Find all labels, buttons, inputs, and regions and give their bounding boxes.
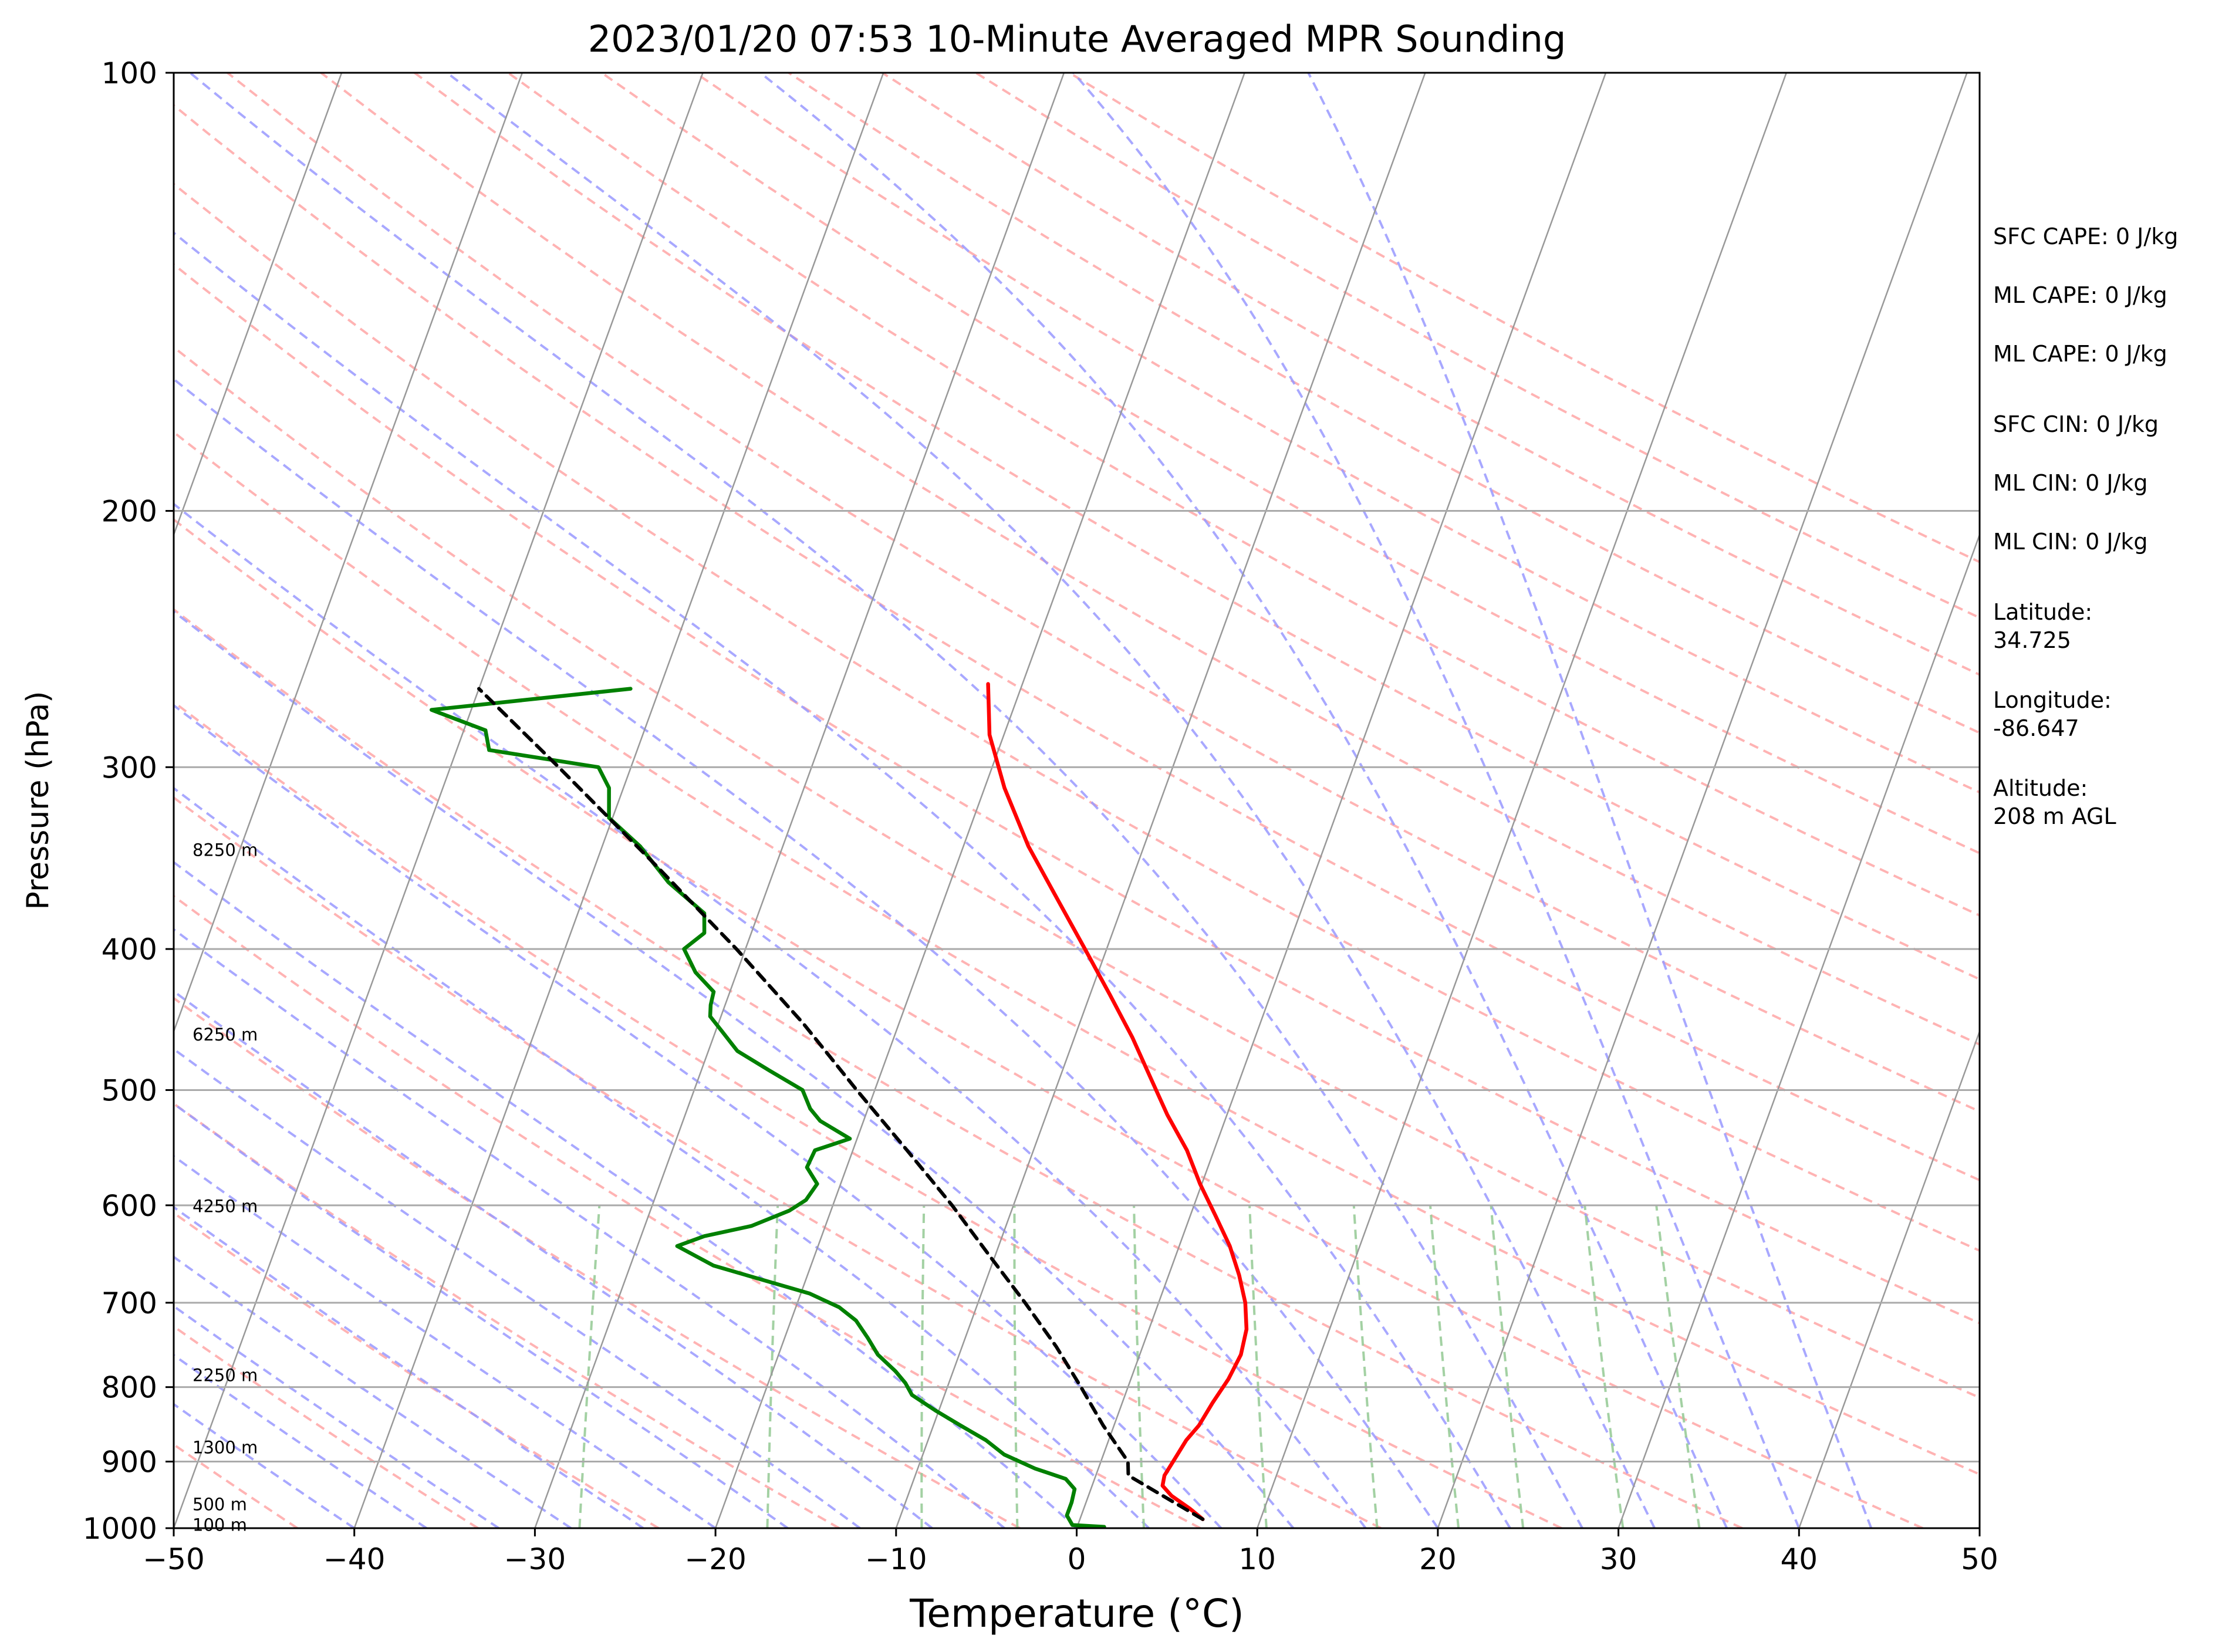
height-label: 1300 m	[193, 1437, 258, 1457]
y-tick-label: 600	[102, 1189, 157, 1223]
stat-line: Longitude:	[1993, 687, 2112, 713]
x-tick-label: 30	[1600, 1542, 1637, 1576]
stat-line: -86.647	[1993, 715, 2079, 741]
y-tick-label: 200	[102, 495, 157, 529]
y-tick-label: 400	[102, 933, 157, 967]
x-tick-label: −50	[143, 1542, 205, 1576]
height-label: 100 m	[193, 1515, 247, 1535]
height-label: 8250 m	[193, 840, 258, 860]
x-tick-label: 0	[1068, 1542, 1086, 1576]
height-label: 2250 m	[193, 1365, 258, 1385]
x-tick-label: 20	[1419, 1542, 1457, 1576]
y-tick-label: 700	[102, 1286, 157, 1320]
height-label: 4250 m	[193, 1197, 258, 1217]
y-tick-label: 800	[102, 1371, 157, 1405]
y-tick-label: 500	[102, 1073, 157, 1107]
stat-line: Altitude:	[1993, 775, 2088, 801]
height-label: 500 m	[193, 1494, 247, 1514]
stat-line: Latitude:	[1993, 599, 2092, 625]
y-tick-label: 100	[102, 56, 157, 90]
x-tick-label: 10	[1238, 1542, 1276, 1576]
stat-line: ML CAPE: 0 J/kg	[1993, 282, 2167, 308]
stat-line: SFC CIN: 0 J/kg	[1993, 411, 2159, 437]
y-axis-label: Pressure (hPa)	[21, 691, 56, 910]
y-tick-label: 1000	[83, 1512, 157, 1546]
stat-line: 34.725	[1993, 627, 2071, 653]
y-tick-label: 300	[102, 751, 157, 785]
chart-title: 2023/01/20 07:53 10-Minute Averaged MPR …	[588, 18, 1566, 60]
x-tick-label: −30	[504, 1542, 566, 1576]
x-axis-label: Temperature (°C)	[909, 1591, 1244, 1636]
stat-line: ML CIN: 0 J/kg	[1993, 529, 2147, 555]
stat-line: ML CIN: 0 J/kg	[1993, 470, 2147, 496]
x-tick-label: 40	[1780, 1542, 1818, 1576]
x-tick-label: 50	[1961, 1542, 1998, 1576]
x-tick-label: −40	[323, 1542, 386, 1576]
y-tick-label: 900	[102, 1445, 157, 1479]
x-tick-label: −10	[865, 1542, 927, 1576]
x-tick-label: −20	[684, 1542, 747, 1576]
stat-line: ML CAPE: 0 J/kg	[1993, 341, 2167, 367]
height-label: 6250 m	[193, 1025, 258, 1045]
stat-line: SFC CAPE: 0 J/kg	[1993, 224, 2178, 249]
stat-line: 208 m AGL	[1993, 803, 2116, 829]
